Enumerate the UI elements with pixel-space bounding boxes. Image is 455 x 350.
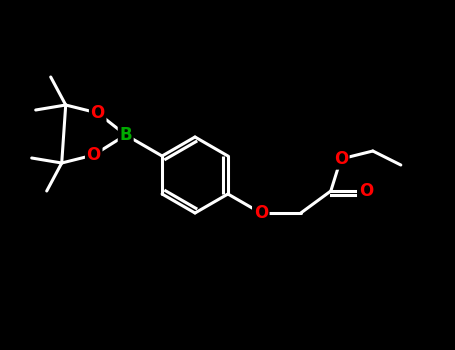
Text: O: O bbox=[334, 150, 348, 168]
Text: B: B bbox=[119, 126, 132, 144]
Text: O: O bbox=[86, 146, 101, 164]
Text: O: O bbox=[254, 204, 268, 222]
Text: O: O bbox=[359, 182, 373, 200]
Text: O: O bbox=[91, 104, 105, 122]
